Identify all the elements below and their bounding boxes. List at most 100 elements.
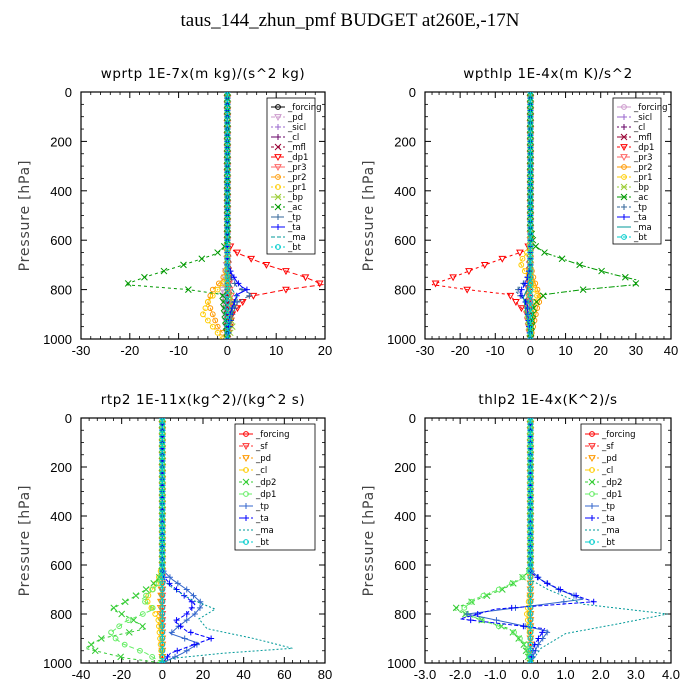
- series-line: [431, 92, 531, 339]
- data-point: [518, 286, 525, 293]
- data-point: [159, 641, 166, 648]
- series-line: [124, 92, 228, 339]
- y-tick-label: 200: [394, 460, 416, 475]
- data-point: [519, 255, 526, 262]
- series-bt: [224, 92, 231, 339]
- data-point: [527, 562, 534, 568]
- data-point: [224, 268, 231, 274]
- data-point: [431, 280, 440, 288]
- data-point: [527, 439, 534, 446]
- data-point: [159, 418, 166, 421]
- legend-item: _ma: [585, 526, 620, 536]
- data-point: [224, 119, 231, 126]
- data-point: [116, 623, 123, 630]
- x-tick-label: 1.0: [557, 667, 575, 682]
- data-point: [598, 267, 605, 275]
- data-point: [527, 255, 534, 262]
- data-point: [463, 286, 472, 294]
- legend-swatch-marker: [621, 174, 627, 180]
- data-point: [527, 476, 534, 483]
- x-tick-label: 20: [196, 667, 210, 682]
- legend-label: _ac: [633, 193, 648, 203]
- data-point: [224, 218, 231, 225]
- data-point: [204, 299, 211, 305]
- data-point: [576, 261, 583, 269]
- data-point: [527, 323, 534, 330]
- data-point: [527, 157, 534, 163]
- data-point: [527, 292, 534, 299]
- data-point: [159, 629, 166, 636]
- data-point: [159, 537, 166, 544]
- legend-label: _ma: [287, 233, 306, 243]
- data-point: [527, 519, 534, 526]
- data-point: [159, 543, 166, 550]
- panel-title: wpthlp 1E-4x(m K)/s^2: [463, 66, 633, 82]
- legend: _forcing_sicl_cl_mfl_dp1_pr3_pr2_pr1_bp_…: [612, 97, 668, 245]
- legend-label: _cl: [633, 123, 645, 133]
- data-point: [191, 641, 198, 648]
- legend-swatch-marker: [588, 455, 596, 463]
- data-point: [527, 525, 534, 532]
- data-point: [159, 488, 166, 495]
- data-point: [224, 212, 231, 219]
- legend-swatch-marker: [274, 203, 282, 211]
- data-point: [224, 286, 231, 293]
- legend-swatch-marker: [589, 515, 595, 521]
- data-point: [480, 262, 489, 269]
- legend-item: _pr2: [617, 163, 653, 173]
- data-point: [527, 623, 534, 630]
- data-point: [224, 299, 231, 305]
- data-point: [137, 647, 143, 654]
- data-point: [224, 206, 231, 213]
- data-point: [224, 317, 231, 324]
- data-point: [117, 653, 125, 661]
- data-point: [527, 549, 534, 556]
- data-point: [262, 262, 271, 269]
- data-point: [159, 525, 166, 532]
- data-point: [160, 267, 168, 275]
- legend-swatch-marker: [589, 539, 595, 545]
- legend-swatch-marker: [275, 224, 281, 230]
- data-point: [527, 206, 534, 213]
- legend-item: _bp: [271, 193, 303, 203]
- data-point: [200, 311, 206, 318]
- x-tick-label: 20: [593, 343, 607, 358]
- data-point: [227, 268, 234, 275]
- series-line: [226, 92, 238, 339]
- legend-label: _tp: [287, 213, 301, 223]
- legend-swatch-marker: [274, 154, 282, 162]
- data-point: [512, 299, 520, 306]
- data-point: [522, 298, 529, 305]
- data-point: [224, 150, 231, 157]
- x-tick-label: 30: [629, 343, 643, 358]
- y-axis-label: Pressure [hPa]: [17, 485, 33, 597]
- data-point: [468, 598, 475, 605]
- legend-label: _pd: [601, 454, 617, 464]
- data-point: [527, 451, 534, 458]
- legend-item: _ta: [617, 213, 647, 223]
- y-tick-label: 400: [50, 184, 72, 199]
- data-point: [527, 574, 534, 581]
- legend-swatch-marker: [242, 455, 250, 463]
- x-tick-label: -30: [72, 343, 91, 358]
- panel-title: rtp2 1E-11x(kg^2)/(kg^2 s): [101, 392, 306, 408]
- data-point: [214, 249, 221, 256]
- data-point: [224, 329, 231, 336]
- data-point: [527, 107, 534, 114]
- data-point: [621, 273, 629, 281]
- series-bt: [527, 418, 534, 663]
- legend-item: _ta: [239, 514, 269, 524]
- series-group: [83, 418, 293, 663]
- legend: _forcing_pd_sicl_cl_mfl_dp1_pr3_pr2_pr1_…: [266, 97, 322, 255]
- data-point: [506, 292, 515, 300]
- legend-label: _pd: [255, 454, 271, 464]
- data-point: [156, 604, 165, 612]
- x-tick-label: 2.0: [592, 667, 610, 682]
- legend-label: _dp2: [601, 478, 622, 488]
- data-point: [125, 629, 133, 636]
- panel-title: wprtp 1E-7x(m kg)/(s^2 kg): [101, 66, 306, 82]
- data-point: [518, 262, 525, 268]
- data-point: [196, 604, 203, 611]
- y-tick-label: 600: [50, 558, 72, 573]
- data-point: [224, 194, 231, 200]
